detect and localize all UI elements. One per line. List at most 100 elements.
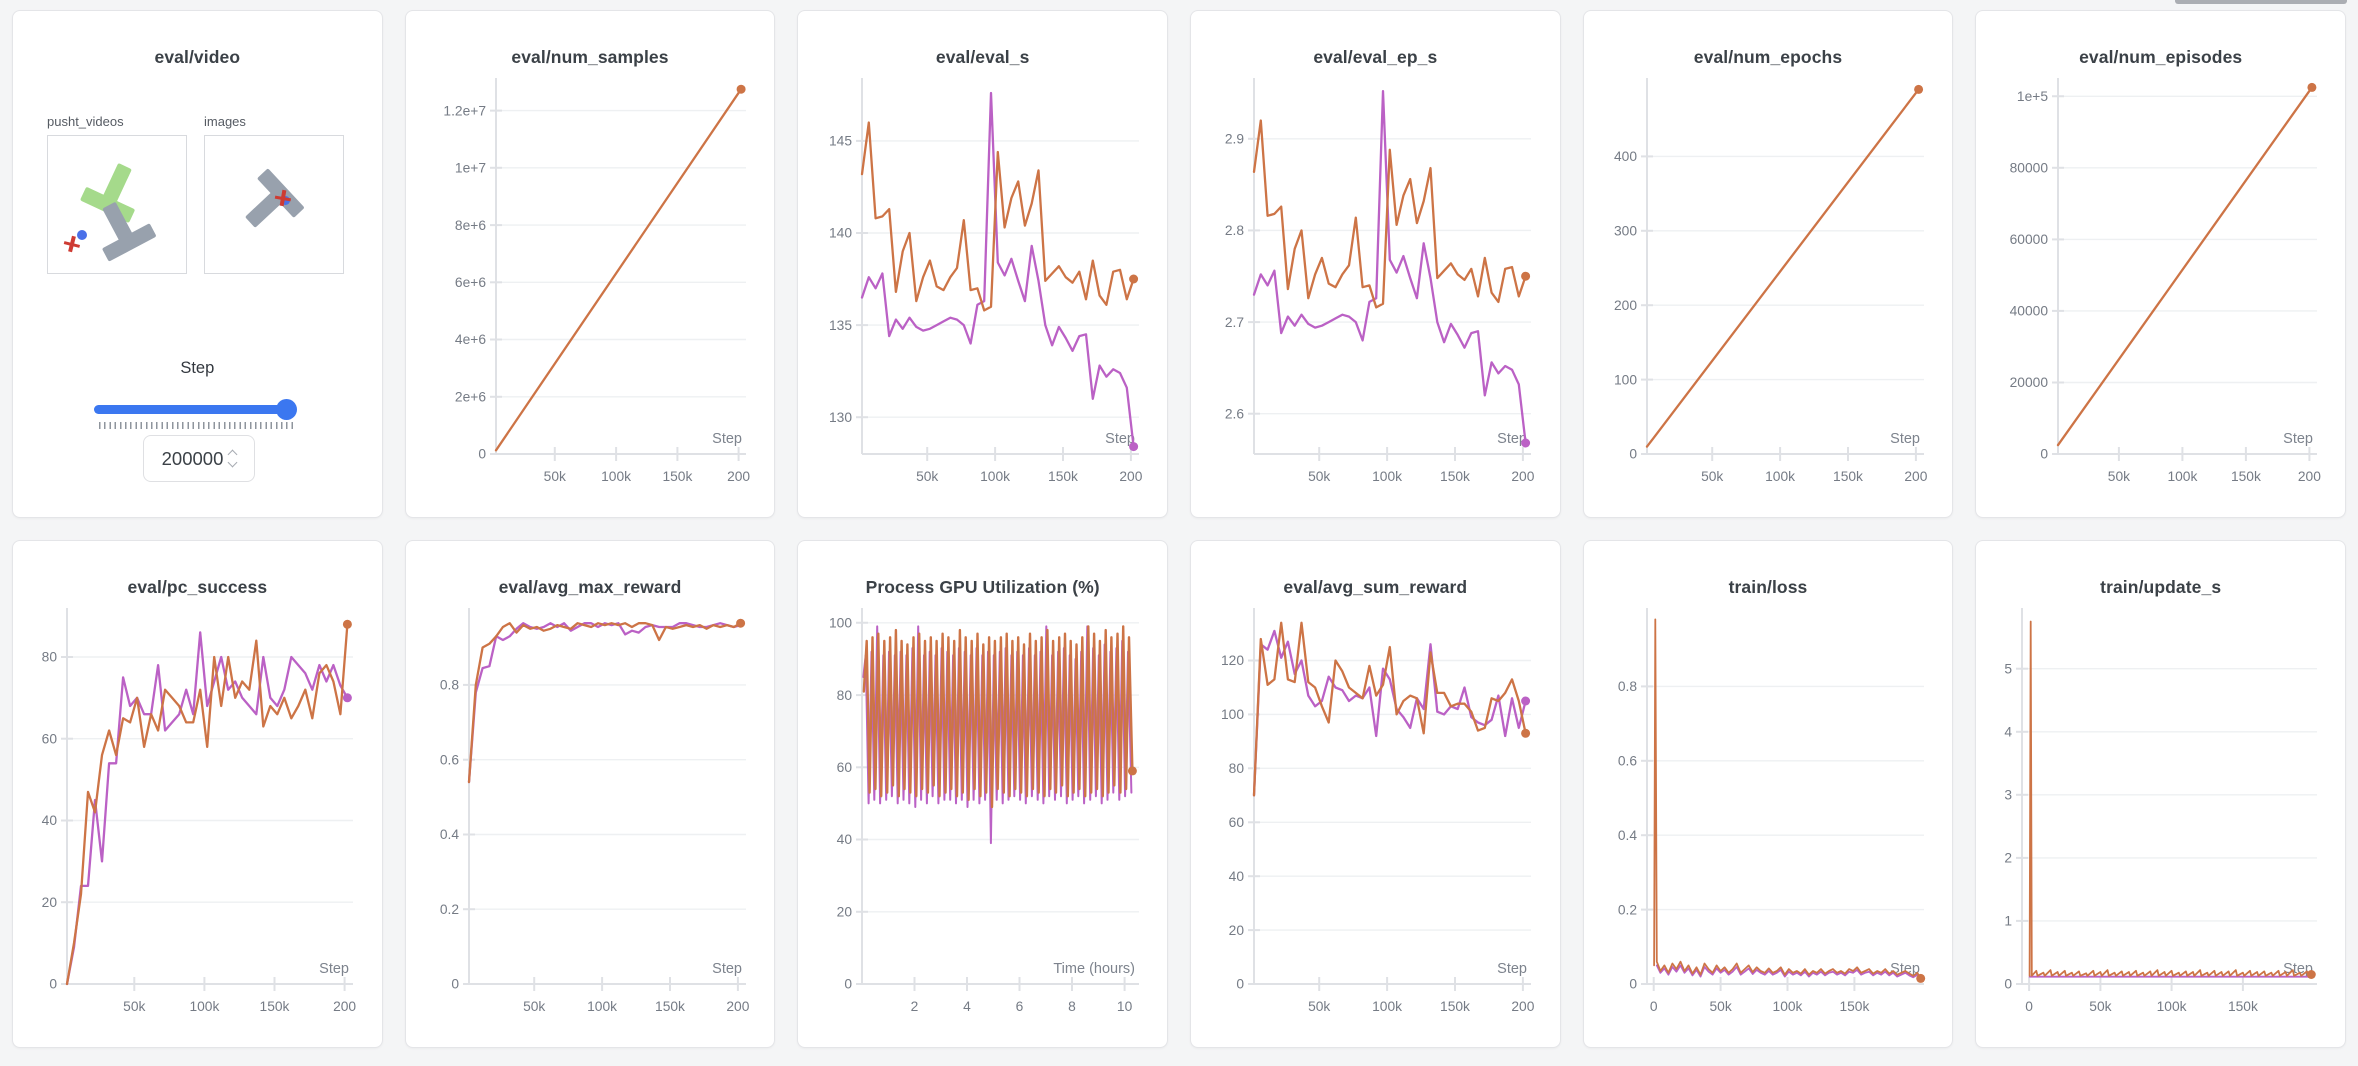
svg-text:0.4: 0.4 xyxy=(1618,828,1638,843)
svg-text:50k: 50k xyxy=(523,999,545,1014)
svg-text:40: 40 xyxy=(1229,869,1245,884)
svg-text:140: 140 xyxy=(829,226,852,241)
svg-text:130: 130 xyxy=(829,410,852,425)
svg-text:50k: 50k xyxy=(544,469,566,484)
svg-text:100: 100 xyxy=(829,616,852,631)
svg-text:1.2e+7: 1.2e+7 xyxy=(443,103,486,118)
svg-text:Step: Step xyxy=(1105,431,1135,447)
svg-text:100k: 100k xyxy=(980,469,1010,484)
svg-text:Step: Step xyxy=(712,961,742,977)
step-number-input[interactable]: 200000 xyxy=(143,435,255,482)
svg-text:0.2: 0.2 xyxy=(1618,902,1637,917)
gray-tee-shape xyxy=(231,168,305,242)
svg-text:6: 6 xyxy=(1015,999,1023,1014)
target-cross-icon xyxy=(274,189,293,208)
image-thumbnail[interactable] xyxy=(204,135,344,274)
svg-text:150k: 150k xyxy=(1440,999,1470,1014)
svg-text:150k: 150k xyxy=(1833,469,1863,484)
svg-text:20: 20 xyxy=(1229,923,1245,938)
panel-process-gpu-utilization[interactable]: Process GPU Utilization (%) 0 20 40 60 80 100… xyxy=(797,540,1168,1048)
panel-title: eval/video xyxy=(154,47,241,67)
chart-canvas: 130 135 140 145 50k 100k 150k 200 Step xyxy=(811,72,1155,492)
svg-text:135: 135 xyxy=(829,318,852,333)
panel-title: eval/eval_ep_s xyxy=(1313,47,1438,67)
svg-text:200: 200 xyxy=(727,469,750,484)
panel-title: eval/avg_max_reward xyxy=(498,577,682,597)
svg-text:200: 200 xyxy=(1512,469,1535,484)
panel-eval-num-episodes[interactable]: eval/num_episodes 0 20000 40000 60000 80000 1… xyxy=(1975,10,2346,518)
svg-text:150k: 150k xyxy=(1440,469,1470,484)
svg-text:Step: Step xyxy=(1497,431,1527,447)
svg-text:0.6: 0.6 xyxy=(1618,754,1638,769)
panel-eval-num-epochs[interactable]: eval/num_epochs 0 100 200 300 400 50k 100k 150k… xyxy=(1582,10,1954,518)
svg-text:80: 80 xyxy=(42,650,58,665)
svg-text:20: 20 xyxy=(42,895,58,910)
panel-train-update-s[interactable]: train/update_s 0 1 2 3 4 5 0 50k 100k 150k Step xyxy=(1975,540,2346,1048)
svg-text:200: 200 xyxy=(1904,469,1927,484)
svg-text:0.6: 0.6 xyxy=(440,752,460,767)
svg-text:150k: 150k xyxy=(662,469,692,484)
panel-grid: eval/video pusht_videos images xyxy=(12,10,2346,1048)
video-thumbnail-pusht[interactable] xyxy=(47,135,187,274)
panel-train-loss[interactable]: train/loss 0 0.2 0.4 0.6 0.8 0 50k 100k 150k Step xyxy=(1582,540,1954,1048)
svg-text:150k: 150k xyxy=(655,999,685,1014)
svg-text:60: 60 xyxy=(1229,815,1245,830)
svg-text:60000: 60000 xyxy=(2009,232,2048,247)
svg-text:2.9: 2.9 xyxy=(1225,132,1245,147)
svg-text:2: 2 xyxy=(910,999,918,1014)
svg-text:50k: 50k xyxy=(1308,999,1330,1014)
svg-text:50k: 50k xyxy=(1308,469,1330,484)
panel-eval-avg-max-reward[interactable]: eval/avg_max_reward 0 0.2 0.4 0.6 0.8 50k 100k… xyxy=(404,540,776,1048)
svg-text:0: 0 xyxy=(2040,447,2048,462)
svg-text:300: 300 xyxy=(1614,224,1637,239)
svg-text:Step: Step xyxy=(1890,961,1920,977)
svg-text:100k: 100k xyxy=(587,999,617,1014)
horizontal-scrollbar[interactable] xyxy=(2175,0,2347,4)
panel-eval-video[interactable]: eval/video pusht_videos images xyxy=(12,10,383,518)
svg-text:200: 200 xyxy=(1614,298,1637,313)
panel-eval-eval-ep-s[interactable]: eval/eval_ep_s 2.6 2.7 2.8 2.9 50k 100k 150k 20… xyxy=(1189,10,1561,518)
svg-text:0: 0 xyxy=(1650,999,1658,1014)
svg-text:150k: 150k xyxy=(2231,469,2261,484)
svg-text:150k: 150k xyxy=(1048,469,1078,484)
svg-text:8: 8 xyxy=(1068,999,1076,1014)
svg-text:50k: 50k xyxy=(124,999,146,1014)
media-label-images: images xyxy=(204,114,246,129)
svg-text:100k: 100k xyxy=(2167,469,2197,484)
svg-text:Step: Step xyxy=(319,961,349,977)
chart-canvas: 0 20000 40000 60000 80000 1e+5 50k 100k 150k 200 S… xyxy=(1989,72,2333,492)
svg-text:Step: Step xyxy=(1497,961,1527,977)
chart-canvas: 0 0.2 0.4 0.6 0.8 0 50k 100k 150k Step xyxy=(1596,602,1940,1022)
panel-eval-avg-sum-reward[interactable]: eval/avg_sum_reward 0 20 40 60 80 100 120 50k 10… xyxy=(1189,540,1561,1048)
panel-eval-num-samples[interactable]: eval/num_samples 0 2e+6 4e+6 6e+6 8e+6 1e+7 1.… xyxy=(404,10,776,518)
panel-eval-pc-success[interactable]: eval/pc_success 0 20 40 60 80 50k 100k 150k 200 S… xyxy=(12,540,383,1048)
step-slider[interactable] xyxy=(94,399,297,420)
slider-thumb[interactable] xyxy=(276,399,297,420)
svg-text:0.4: 0.4 xyxy=(440,827,460,842)
panel-title: eval/num_episodes xyxy=(2079,47,2243,67)
agent-dot-icon xyxy=(77,230,87,240)
svg-text:400: 400 xyxy=(1614,149,1637,164)
svg-text:100k: 100k xyxy=(601,469,631,484)
svg-text:100k: 100k xyxy=(1372,999,1402,1014)
svg-text:100k: 100k xyxy=(1773,999,1803,1014)
chart-canvas: 0 1 2 3 4 5 0 50k 100k 150k Step xyxy=(1989,602,2333,1022)
chart-canvas: 0 2e+6 4e+6 6e+6 8e+6 1e+7 1.2e+7 50k 100k 150k 20… xyxy=(418,72,762,492)
svg-text:0: 0 xyxy=(2004,977,2012,992)
number-stepper-icon[interactable] xyxy=(227,449,238,468)
svg-text:0.8: 0.8 xyxy=(1618,679,1638,694)
panel-title: eval/pc_success xyxy=(127,577,268,597)
svg-text:80: 80 xyxy=(836,688,852,703)
svg-text:4: 4 xyxy=(2004,725,2012,740)
svg-text:Step: Step xyxy=(2283,431,2313,447)
svg-text:2.7: 2.7 xyxy=(1225,315,1244,330)
svg-text:200: 200 xyxy=(2298,469,2321,484)
svg-text:200: 200 xyxy=(333,999,356,1014)
svg-text:100: 100 xyxy=(1221,707,1244,722)
slider-tick-ruler xyxy=(99,422,295,429)
svg-text:200: 200 xyxy=(1119,469,1142,484)
svg-text:145: 145 xyxy=(829,134,852,149)
svg-text:200: 200 xyxy=(1512,999,1535,1014)
panel-eval-eval-s[interactable]: eval/eval_s 130 135 140 145 50k 100k 150k 200 St… xyxy=(797,10,1168,518)
